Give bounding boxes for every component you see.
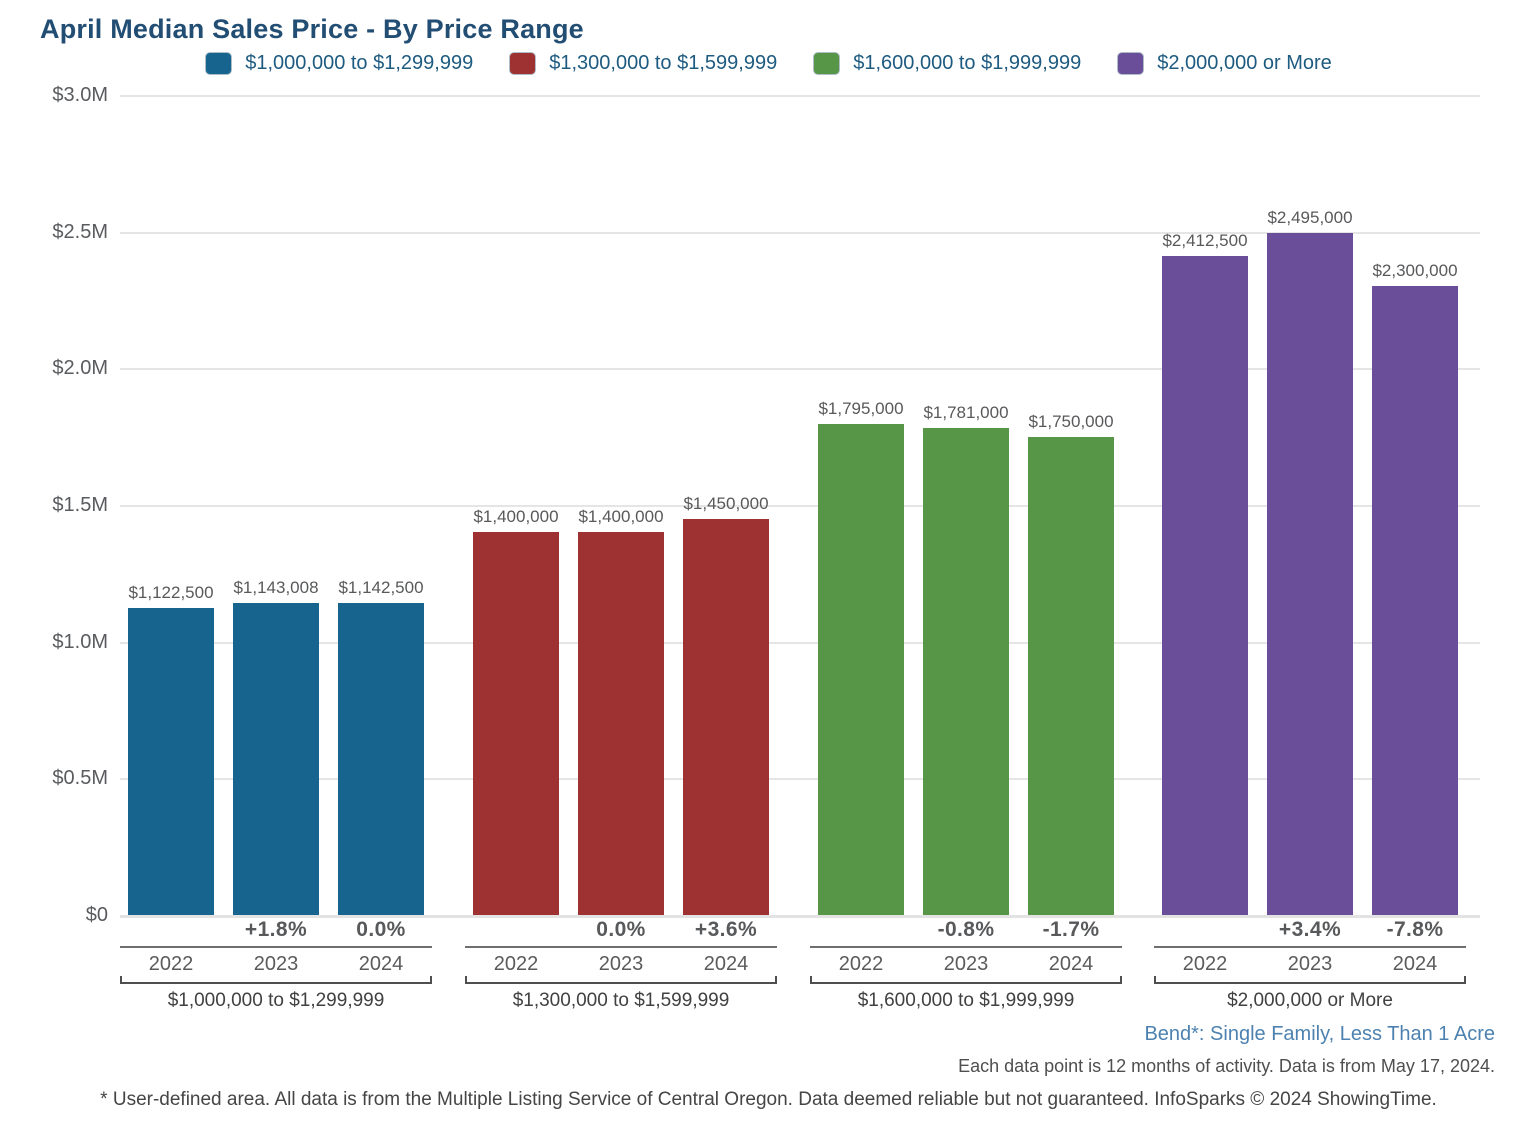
legend-swatch-icon <box>813 52 841 75</box>
disclaimer-text: * User-defined area. All data is from th… <box>100 1089 1437 1110</box>
location-subtitle: Bend*: Single Family, Less Than 1 Acre <box>1144 1023 1495 1045</box>
legend-item[interactable]: $2,000,000 or More <box>1117 52 1332 75</box>
y-axis: $3.0M $2.5M $2.0M $1.5M $1.0M $0.5M $0 <box>0 84 108 926</box>
bar <box>683 518 769 915</box>
pct-change-label: 0.0% <box>596 918 646 941</box>
x-axis-line <box>120 946 432 948</box>
bar-value-label: $1,450,000 <box>683 493 769 513</box>
gridline <box>120 505 1480 507</box>
x-tick-year: 2024 <box>703 953 749 975</box>
x-axis-line <box>1154 946 1466 948</box>
bar-group: $1,795,000 2022 $1,781,000 -0.8% 2023 $1,750,… <box>810 95 1122 1011</box>
bar <box>338 602 424 915</box>
bar-value-label: $1,400,000 <box>473 507 559 527</box>
bar-value-label: $2,495,000 <box>1267 208 1353 228</box>
x-axis-line <box>465 946 777 948</box>
bar-value-label: $2,412,500 <box>1162 230 1248 250</box>
legend-item-label: $2,000,000 or More <box>1157 52 1332 74</box>
group-bracket <box>465 976 777 984</box>
bar-value-label: $1,143,008 <box>233 577 319 597</box>
group-bracket <box>120 976 432 984</box>
bar <box>1028 436 1114 915</box>
x-tick-year: 2023 <box>598 953 644 975</box>
x-tick-year: 2024 <box>1392 953 1438 975</box>
bar <box>818 424 904 915</box>
x-axis-line <box>810 946 1122 948</box>
bar <box>233 602 319 915</box>
pct-change-label: -7.8% <box>1386 918 1444 941</box>
y-axis-tick-label: $0 <box>85 904 108 926</box>
x-tick-year: 2023 <box>253 953 299 975</box>
bar-group: $1,400,000 2022 $1,400,000 0.0% 2023 $1,450,0… <box>465 95 777 1011</box>
bar <box>923 428 1009 915</box>
gridline <box>120 368 1480 371</box>
group-bracket <box>1154 976 1466 984</box>
bar-value-label: $1,122,500 <box>128 583 214 603</box>
x-tick-year: 2024 <box>1048 953 1094 975</box>
x-tick-year: 2022 <box>838 953 884 975</box>
bar-group: $1,122,500 2022 $1,143,008 +1.8% 2023 $1,142,… <box>120 95 432 1011</box>
x-tick-year: 2022 <box>1182 953 1228 975</box>
x-tick-year: 2022 <box>148 953 194 975</box>
bar-value-label: $1,142,500 <box>338 577 424 597</box>
legend-item-label: $1,300,000 to $1,599,999 <box>549 52 778 74</box>
legend-swatch-icon <box>509 52 537 75</box>
bar <box>128 608 214 915</box>
y-axis-tick-label: $1.5M <box>52 494 108 516</box>
pct-change-label: 0.0% <box>356 918 406 941</box>
group-label: $1,000,000 to $1,299,999 <box>167 990 385 1011</box>
bar <box>578 532 664 915</box>
legend-item[interactable]: $1,600,000 to $1,999,999 <box>813 52 1081 75</box>
pct-change-label: +3.4% <box>1278 918 1342 941</box>
y-axis-tick-label: $1.0M <box>52 630 108 653</box>
x-tick-year: 2024 <box>358 953 404 975</box>
bar <box>1267 233 1353 915</box>
group-label: $2,000,000 or More <box>1227 990 1393 1011</box>
legend-swatch-icon <box>205 52 233 75</box>
legend-item-label: $1,000,000 to $1,299,999 <box>245 52 474 74</box>
group-label: $1,300,000 to $1,599,999 <box>512 990 730 1011</box>
bar <box>1372 286 1458 915</box>
bar <box>473 532 559 915</box>
pct-change-label: -0.8% <box>937 918 995 941</box>
x-tick-year: 2023 <box>1287 953 1333 975</box>
bar-value-label: $1,750,000 <box>1028 411 1114 431</box>
pct-change-label: -1.7% <box>1042 918 1100 941</box>
legend-item-label: $1,600,000 to $1,999,999 <box>853 52 1082 74</box>
bar-value-label: $1,795,000 <box>818 399 904 419</box>
bar-value-label: $2,300,000 <box>1372 261 1458 281</box>
x-tick-year: 2022 <box>493 953 539 975</box>
data-note: Each data point is 12 months of activity… <box>958 1056 1495 1076</box>
gridline <box>120 915 1480 918</box>
group-label: $1,600,000 to $1,999,999 <box>857 990 1075 1011</box>
legend-item[interactable]: $1,000,000 to $1,299,999 <box>205 52 473 75</box>
gridline <box>120 641 1480 644</box>
bar-group: $2,412,500 2022 $2,495,000 +3.4% 2023 $2,300,… <box>1154 95 1466 1011</box>
pct-change-label: +1.8% <box>244 918 308 941</box>
bar <box>1162 255 1248 915</box>
y-axis-tick-label: $0.5M <box>52 767 108 790</box>
bar-value-label: $1,781,000 <box>923 403 1009 423</box>
y-axis-tick-label: $2.0M <box>52 357 108 380</box>
pct-change-label: +3.6% <box>694 918 758 941</box>
bar-value-label: $1,400,000 <box>578 507 664 527</box>
y-axis-tick-label: $2.5M <box>52 220 108 243</box>
legend: $1,000,000 to $1,299,999 $1,300,000 to $1… <box>0 52 1537 75</box>
gridline <box>120 231 1480 234</box>
legend-swatch-icon <box>1117 52 1145 75</box>
gridline <box>120 95 1480 97</box>
chart-title: April Median Sales Price - By Price Rang… <box>40 14 584 44</box>
x-tick-year: 2023 <box>943 953 989 975</box>
gridline <box>120 778 1480 781</box>
group-bracket <box>810 976 1122 984</box>
y-axis-tick-label: $3.0M <box>52 84 108 106</box>
plot-area: $1,122,500 2022 $1,143,008 +1.8% 2023 $1,142,… <box>120 95 1480 1011</box>
legend-item[interactable]: $1,300,000 to $1,599,999 <box>509 52 777 75</box>
